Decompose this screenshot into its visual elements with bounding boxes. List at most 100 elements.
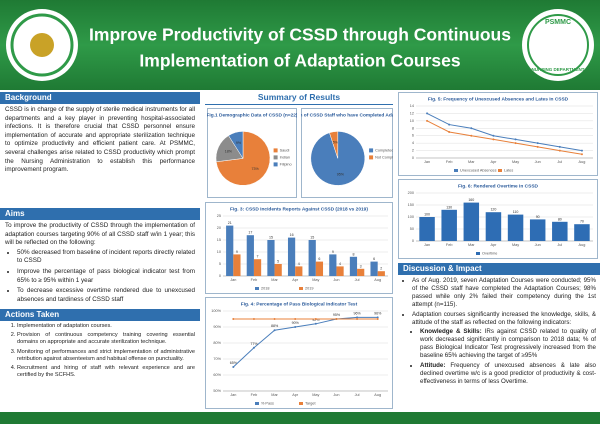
legend-swatch xyxy=(255,402,259,405)
x-tick-label: Aug xyxy=(579,243,586,247)
bar xyxy=(329,254,337,276)
bar xyxy=(315,261,324,276)
legend-swatch xyxy=(369,148,374,153)
point xyxy=(252,346,255,349)
chart-frame xyxy=(205,297,393,409)
chart: Fig.1 Demographic Data of CSSD (n=22) 73%… xyxy=(207,108,297,198)
x-tick-label: May xyxy=(512,243,519,247)
point xyxy=(273,329,276,332)
point xyxy=(294,326,297,328)
list: Implementation of adaptation courses. Pr… xyxy=(5,323,195,379)
discussion-body: As of Aug. 2019, seven Adaptation Course… xyxy=(400,276,596,388)
y-tick-label: 0 xyxy=(412,156,414,160)
data-label: 65% xyxy=(230,361,238,365)
chart: Fig. 5: Frequency of Unexcused Absences … xyxy=(398,92,598,176)
data-label: 21 xyxy=(228,221,232,225)
x-tick-label: Feb xyxy=(251,393,258,397)
x-tick-label: Jul xyxy=(557,160,562,164)
x-tick-label: Jun xyxy=(535,160,541,164)
data-label: 18% xyxy=(225,149,233,153)
y-tick-label: 8 xyxy=(412,126,414,130)
bar xyxy=(226,225,234,276)
y-tick-label: 6 xyxy=(412,134,414,138)
data-label: 2 xyxy=(380,267,382,271)
legend-label: Indian xyxy=(280,155,290,159)
line xyxy=(426,112,583,152)
point xyxy=(558,149,561,152)
y-tick-label: 150 xyxy=(408,203,414,207)
point xyxy=(232,318,235,320)
logo-ring xyxy=(10,13,74,77)
list-item: Recruitment and hiring of staff with rel… xyxy=(17,365,195,379)
bar xyxy=(308,240,316,276)
bar xyxy=(274,264,282,276)
x-tick-label: Mar xyxy=(468,160,475,164)
bar xyxy=(377,271,385,276)
data-label: 5% xyxy=(333,140,339,144)
list-item: Implementation of adaptation courses. xyxy=(17,323,195,330)
legend-label: Filipino xyxy=(280,162,292,166)
x-tick-label: Jun xyxy=(333,393,339,397)
list-item: Improve the percentage of pass biologica… xyxy=(17,268,195,285)
y-tick-label: 60% xyxy=(213,373,221,377)
x-tick-label: Feb xyxy=(446,243,453,247)
section-heading: Background xyxy=(0,92,200,104)
list-item: Attitude: Frequency of unexcused absence… xyxy=(420,362,596,386)
data-label: 16 xyxy=(290,233,294,237)
point xyxy=(448,123,451,126)
list-item: Adaptation courses significantly increas… xyxy=(412,311,596,327)
point xyxy=(580,153,583,156)
y-tick-label: 2 xyxy=(412,149,414,153)
x-tick-label: Aug xyxy=(374,393,381,397)
header-graphics: PSMMC NURSING DEPARTMENT Improve Product… xyxy=(6,9,594,81)
section-heading: Discussion & Impact xyxy=(398,263,600,275)
y-tick-label: 14 xyxy=(410,104,414,108)
chart-title: Fig.1 Demographic Data of CSSD (n=22) xyxy=(207,112,297,118)
y-tick-label: 100% xyxy=(211,309,221,313)
legend-swatch xyxy=(299,287,303,290)
x-tick-label: Jan xyxy=(230,278,236,282)
x-tick-label: Jan xyxy=(424,243,430,247)
point xyxy=(536,142,539,145)
data-label: 70 xyxy=(580,220,584,224)
list-item: 50% decreased from baseline of incident … xyxy=(17,249,195,266)
chart-title: Fig.2 Distribution of CSSD Staff who hav… xyxy=(301,112,393,118)
bar xyxy=(253,259,262,276)
title: Implementation of Adaptation Courses xyxy=(139,51,460,71)
bar xyxy=(507,214,524,241)
data-label: 6 xyxy=(318,257,320,261)
bar xyxy=(485,212,502,241)
bar xyxy=(370,261,378,276)
x-tick-label: Aug xyxy=(579,160,586,164)
legend-label: Overtime xyxy=(482,252,497,256)
y-tick-label: 50 xyxy=(410,227,414,231)
point xyxy=(232,366,235,368)
data-label: 95% xyxy=(337,172,345,176)
x-tick-label: Feb xyxy=(446,160,453,164)
legend-swatch xyxy=(273,155,278,160)
x-tick-label: Jun xyxy=(535,243,541,247)
text: IRs against CSSD related to quality of w… xyxy=(420,328,596,360)
point xyxy=(470,127,473,130)
data-label: 110 xyxy=(513,210,519,214)
section-heading: Summary of Results xyxy=(205,92,393,105)
data-label: 160 xyxy=(468,198,474,202)
x-tick-label: Apr xyxy=(292,278,299,282)
pie-slice xyxy=(228,131,244,160)
data-label: 90 xyxy=(536,215,540,219)
data-label: 4 xyxy=(339,262,341,266)
bar xyxy=(441,209,457,241)
chart: Fig. 6: Rendered Overtime in CSSD 0 50 100 1… xyxy=(398,179,598,259)
y-tick-label: 80% xyxy=(213,341,221,345)
data-label: 9% xyxy=(236,141,242,145)
data-label: 100 xyxy=(424,212,430,216)
legend-label: 2018 xyxy=(261,287,269,291)
y-tick-label: 15 xyxy=(217,238,221,242)
bar xyxy=(267,240,275,276)
bar xyxy=(349,256,358,276)
data-label: 15 xyxy=(269,235,273,239)
data-label: 9 xyxy=(236,250,238,254)
list-item: Monitoring of performances and strict im… xyxy=(17,349,195,363)
bar xyxy=(463,202,480,241)
list: Knowledge & Skills: IRs against CSSD rel… xyxy=(400,328,596,385)
